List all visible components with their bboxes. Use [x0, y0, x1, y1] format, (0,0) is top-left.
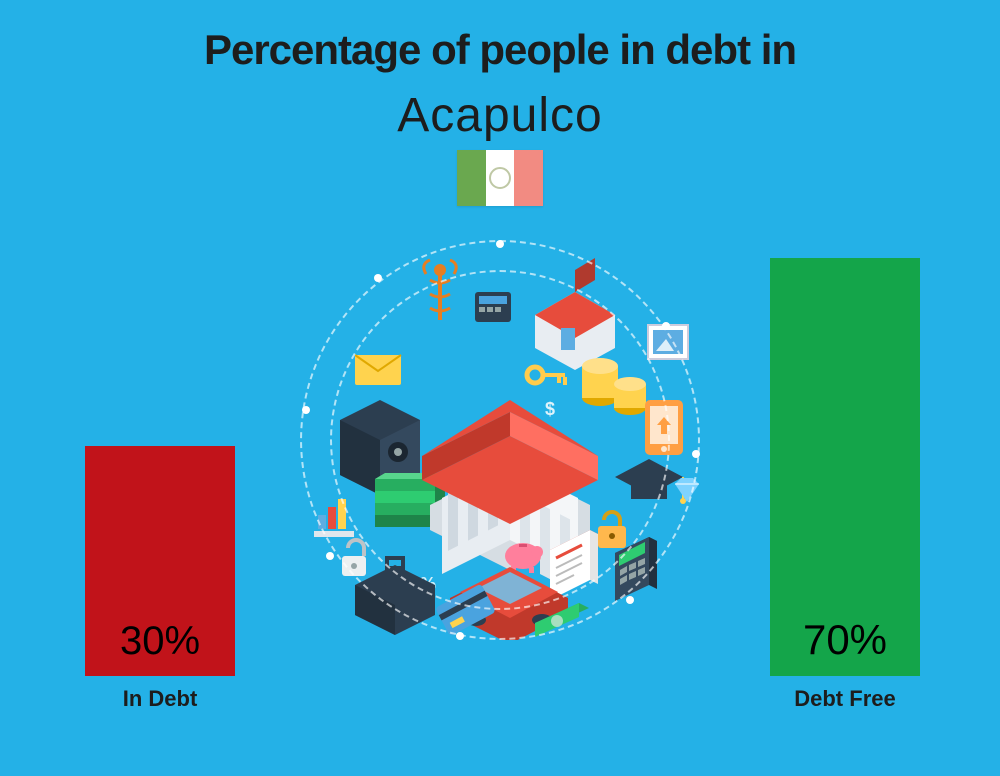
in-debt-value: 30%	[120, 619, 200, 676]
debt-free-value: 70%	[803, 616, 887, 676]
in-debt-label: In Debt	[85, 686, 235, 712]
in-debt-bar: 30%	[85, 446, 235, 676]
debt-free-bar: 70%	[770, 258, 920, 676]
infographic-canvas: Percentage of people in debt in Acapulco…	[0, 0, 1000, 776]
title-line-2: Acapulco	[0, 88, 1000, 143]
title-line-1: Percentage of people in debt in	[0, 26, 1000, 74]
debt-free-label: Debt Free	[770, 686, 920, 712]
finance-illustration: % $ $ %	[300, 240, 700, 640]
mexico-flag-icon	[457, 150, 543, 206]
